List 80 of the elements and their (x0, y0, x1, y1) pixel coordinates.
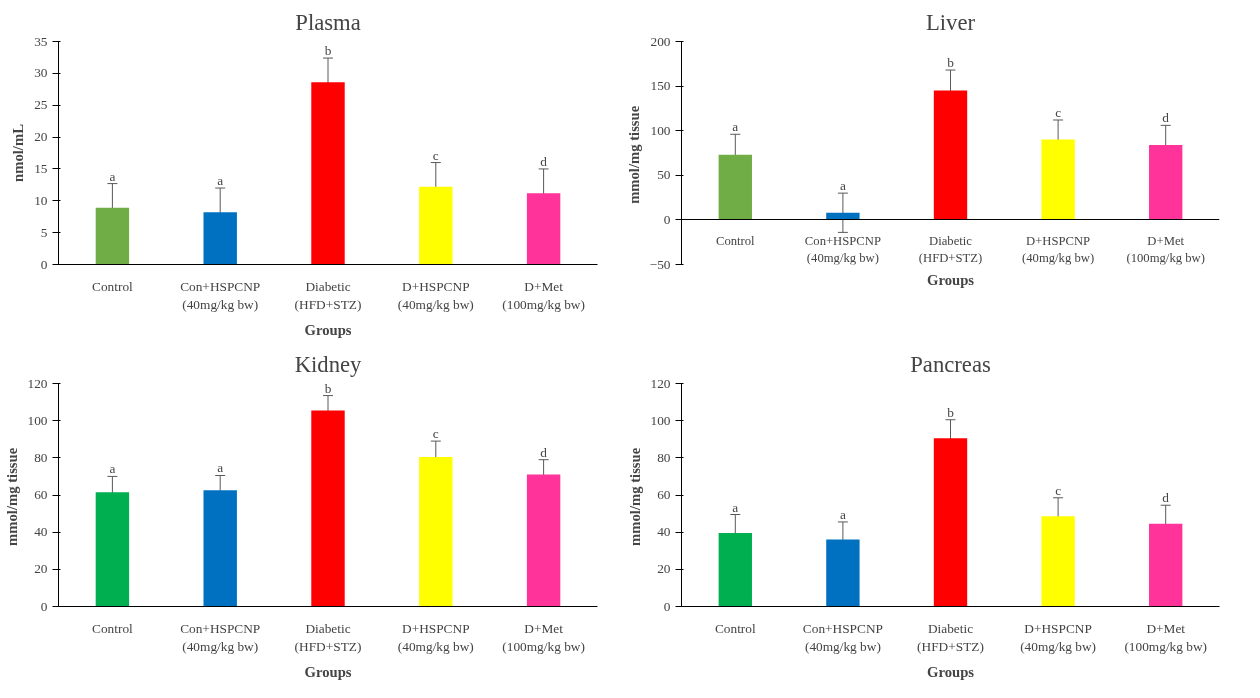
x-tick-label: Control (92, 278, 134, 294)
annotation: a (839, 178, 846, 194)
x-tick-label: D+Met (100mg/kg bw) (1126, 233, 1205, 265)
y-tick-label: 100 (27, 412, 48, 428)
y-tick-label: 150 (650, 78, 671, 94)
annotation: c (432, 426, 439, 442)
y-tick-label: 25 (34, 97, 48, 113)
annotation: a (732, 119, 739, 135)
x-tick-label: D+Met (100mg/kg bw) (502, 278, 585, 312)
y-tick-label: 30 (34, 65, 48, 81)
x-tick-label: Con+HSPCNP (40mg/kg bw) (180, 620, 261, 654)
y-tick-label: 50 (657, 167, 671, 183)
x-tick-label: Con+HSPCNP (40mg/kg bw) (180, 278, 261, 312)
annotation: c (1055, 105, 1062, 120)
x-tick-label: Diabetic (HFD+STZ) (294, 278, 362, 312)
y-tick-label: 0 (663, 211, 671, 227)
x-tick-label: Control (715, 233, 756, 248)
y-tick-label: 20 (34, 561, 48, 577)
annotation: b (324, 43, 332, 59)
y-tick-label: 100 (650, 412, 671, 428)
y-tick-label: 80 (34, 449, 48, 465)
y-tick-label: 60 (34, 487, 48, 502)
annotation: d (1162, 490, 1170, 506)
x-tick-label: D+HSPCNP (40mg/kg bw) (397, 278, 474, 312)
annotation: c (1055, 482, 1062, 498)
x-tick-label: D+HSPCNP (40mg/kg bw) (1022, 233, 1095, 265)
y-axis-title: nmol/mL (10, 123, 27, 182)
y-tick-label: 20 (34, 129, 48, 145)
y-tick-label: 5 (40, 224, 48, 240)
annotation: a (839, 506, 846, 522)
chart-title: Liver (925, 9, 976, 35)
y-tick-label: 0 (40, 256, 48, 272)
x-tick-label: D+HSPCNP (40mg/kg bw) (1020, 620, 1097, 654)
y-tick-label: 60 (657, 487, 671, 502)
x-axis-title: Groups (927, 663, 975, 680)
x-axis-title: Groups (304, 663, 352, 680)
annotation: a (109, 168, 116, 184)
y-tick-label: 40 (34, 524, 48, 540)
annotation: b (947, 404, 955, 420)
annotation: a (217, 173, 224, 189)
x-tick-label: Con+HSPCNP (40mg/kg bw) (802, 620, 883, 654)
annotation: a (732, 499, 739, 515)
y-tick-label: 100 (650, 122, 671, 138)
y-tick-label: 40 (657, 524, 671, 540)
chart-title: Kidney (294, 351, 363, 377)
chart-title: Plasma (295, 9, 361, 35)
x-tick-label: Control (714, 620, 756, 636)
annotation: d (540, 153, 548, 169)
chart-title: Pancreas (910, 351, 991, 377)
y-tick-label: 10 (34, 192, 48, 208)
y-tick-label: 80 (657, 449, 671, 465)
y-axis-title: mmol/mg tissue (3, 447, 20, 546)
annotation: b (947, 55, 955, 71)
y-tick-label: 120 (650, 375, 671, 391)
y-tick-label: −50 (649, 256, 671, 272)
annotation: d (1162, 110, 1170, 126)
y-tick-label: 0 (663, 598, 671, 614)
y-axis-title: mmol/mg tissue (625, 105, 642, 204)
x-tick-label: Diabetic (HFD+STZ) (917, 620, 984, 654)
x-tick-label: D+HSPCNP (40mg/kg bw) (397, 620, 474, 654)
y-tick-label: 35 (34, 33, 48, 49)
annotation: a (217, 460, 224, 476)
annotation: b (324, 380, 332, 396)
annotation: d (540, 444, 548, 460)
x-tick-label: D+Met (100mg/kg bw) (1124, 620, 1207, 654)
x-tick-label: D+Met (100mg/kg bw) (502, 620, 585, 654)
annotation: c (432, 147, 439, 163)
y-tick-label: 0 (40, 598, 48, 614)
y-axis-title: mmol/mg tissue (626, 447, 643, 546)
x-tick-label: Control (92, 620, 134, 636)
x-tick-label: Con+HSPCNP (40mg/kg bw) (804, 233, 881, 265)
x-axis-title: Groups (304, 321, 352, 338)
y-tick-label: 200 (650, 33, 671, 49)
y-tick-label: 15 (34, 160, 48, 176)
x-axis-title: Groups (927, 271, 975, 288)
y-tick-label: 120 (27, 375, 48, 391)
x-tick-label: Diabetic (HFD+STZ) (294, 620, 362, 654)
x-tick-label: Diabetic (HFD+STZ) (918, 233, 983, 265)
y-tick-label: 20 (657, 561, 671, 577)
annotation: a (109, 461, 116, 477)
